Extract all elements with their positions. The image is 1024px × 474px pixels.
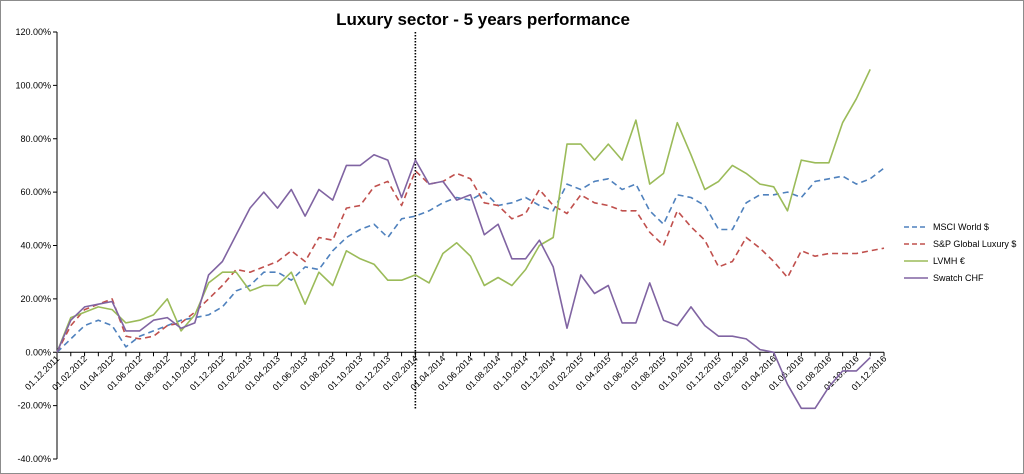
legend-label-1: S&P Global Luxury $ — [933, 239, 1016, 249]
series-line-0 — [56, 167, 885, 353]
y-tick-label: 100.00% — [15, 80, 51, 90]
y-tick-label: 20.00% — [20, 294, 51, 304]
series-line-2 — [56, 69, 871, 353]
series-line-3 — [56, 154, 871, 410]
chart-title: Luxury sector - 5 years performance — [336, 10, 630, 29]
y-tick-label: 0.00% — [25, 347, 51, 357]
plot-area: 120.00% 100.00% 80.00% 60.00% 40.00% 20.00% 0.… — [15, 27, 888, 464]
legend-label-2: LVMH € — [933, 256, 965, 266]
y-tick-label: 40.00% — [20, 241, 51, 251]
series-line-1 — [56, 170, 885, 353]
y-tick-label: 120.00% — [15, 27, 51, 37]
y-tick-label: -40.00% — [17, 454, 51, 464]
legend-label-0: MSCI World $ — [933, 222, 989, 232]
y-tick-label: 60.00% — [20, 187, 51, 197]
legend-label-3: Swatch CHF — [933, 273, 984, 283]
y-tick-label: 80.00% — [20, 134, 51, 144]
y-tick-label: -20.00% — [17, 401, 51, 411]
legend: MSCI World $ S&P Global Luxury $ LVMH € Swa… — [904, 222, 1016, 283]
